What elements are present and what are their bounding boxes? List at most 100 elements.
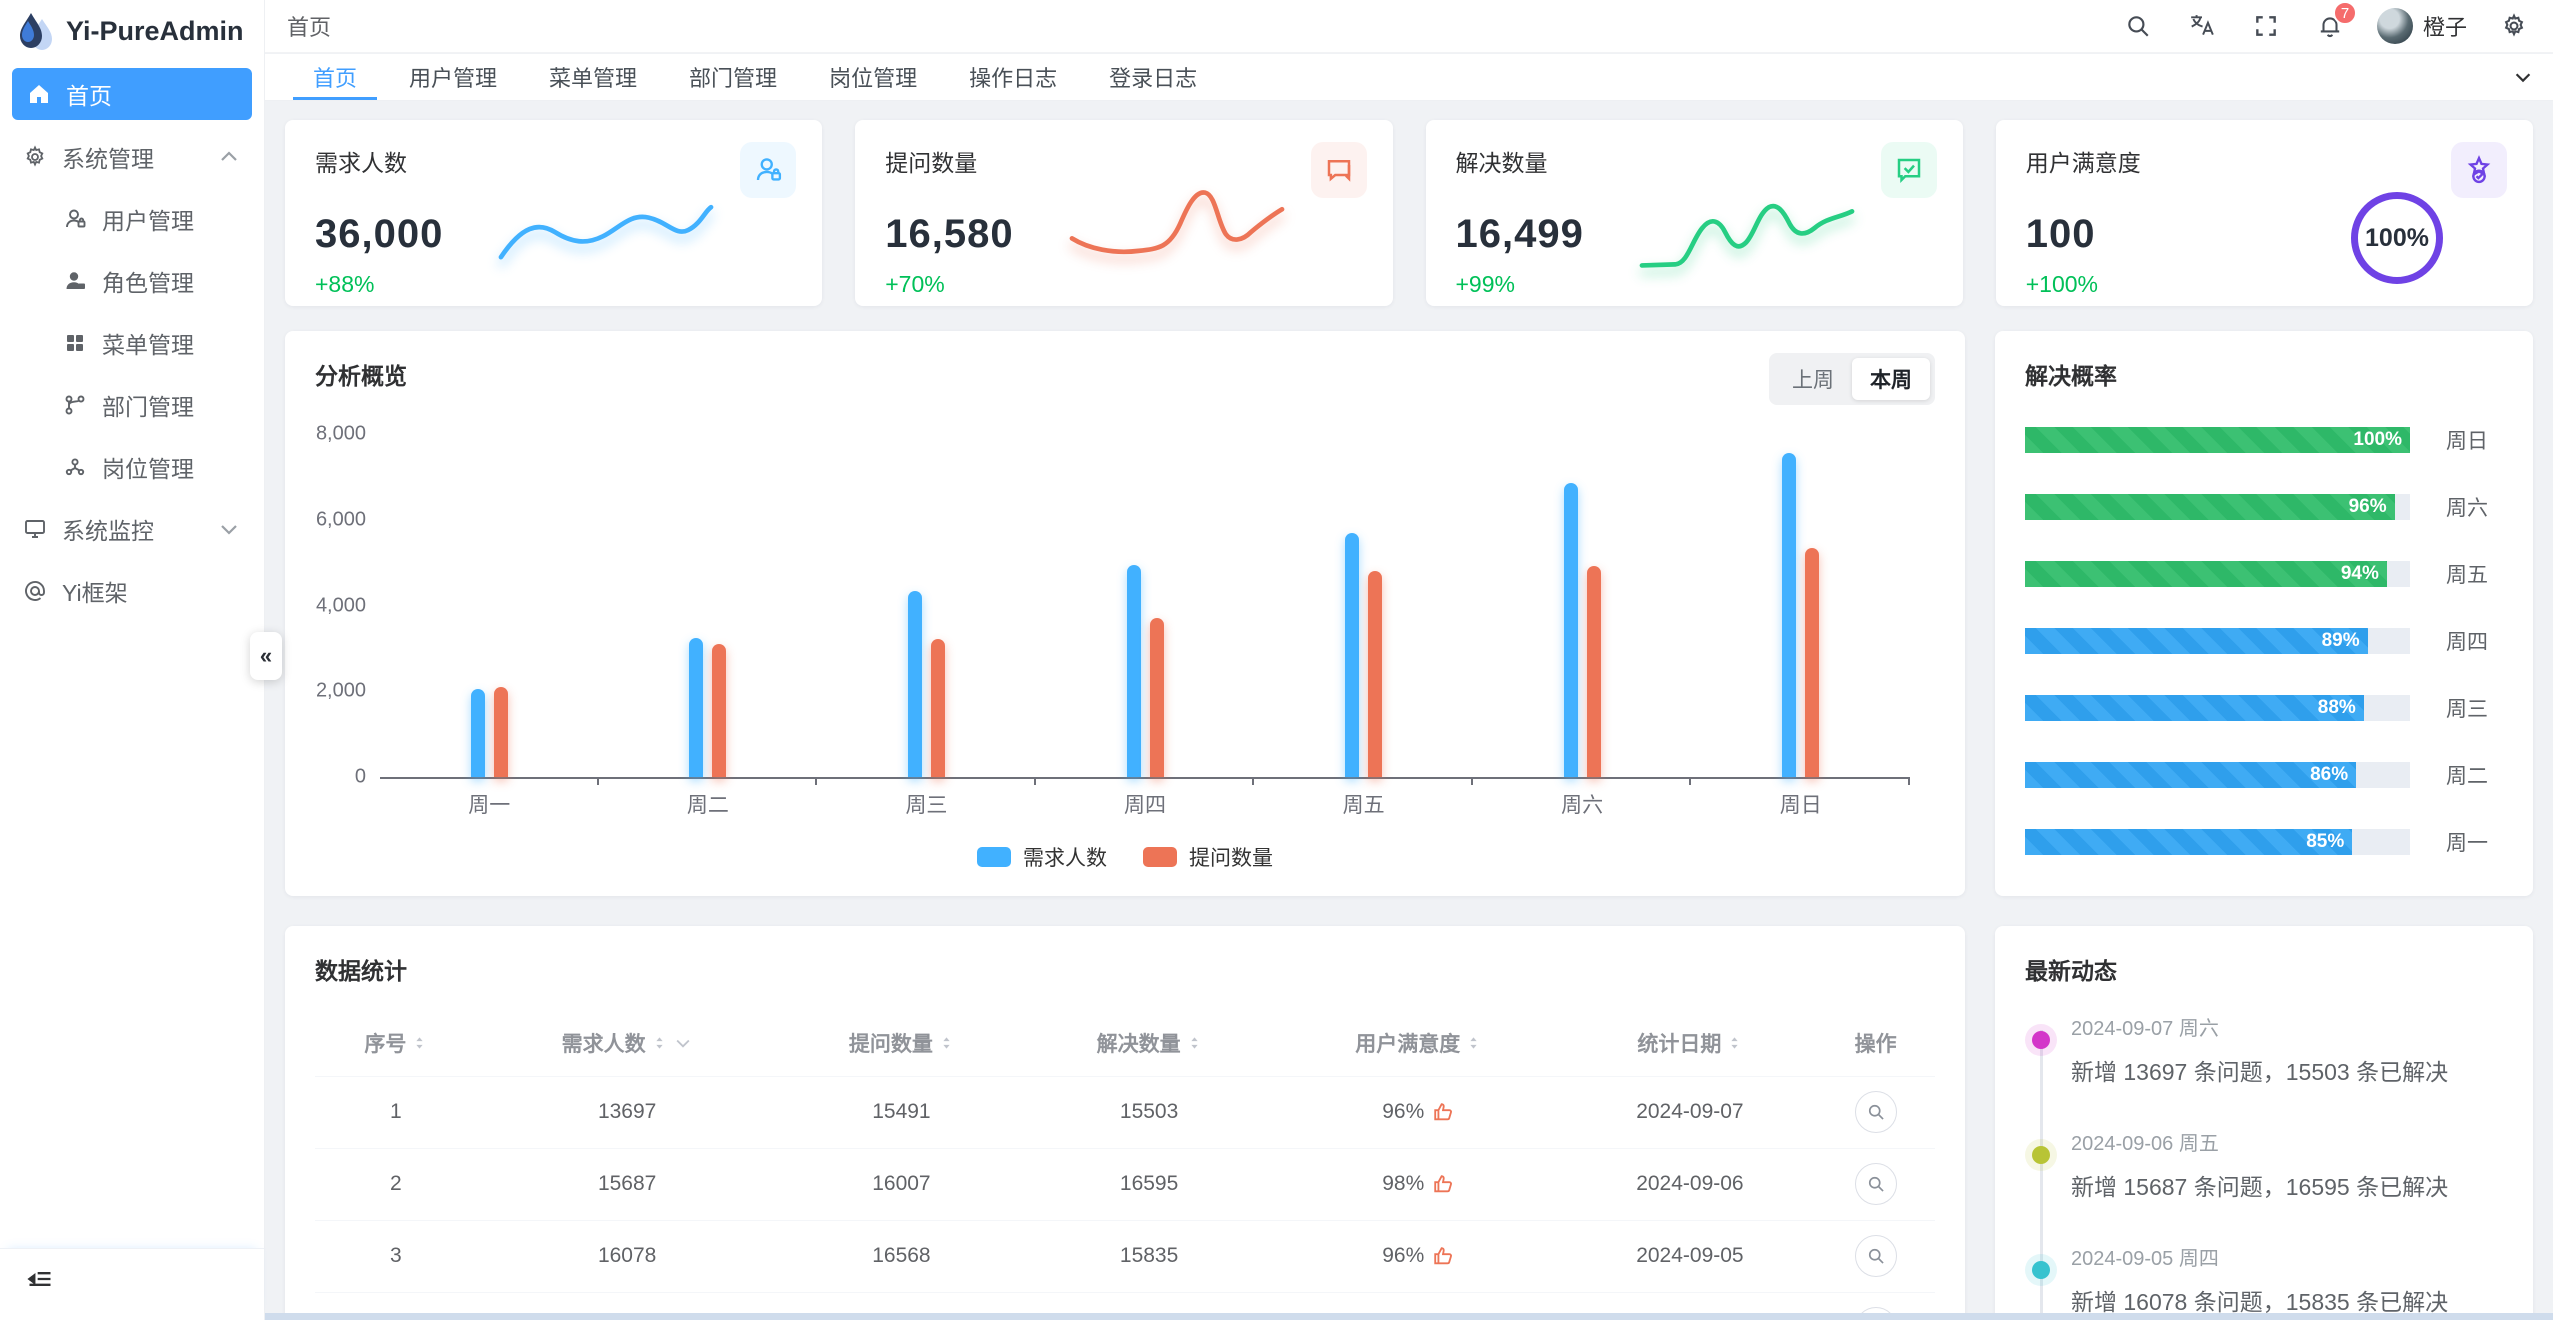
solve-rate-card: 解决概率 100% 周日 96% 周六 94% 周五 89% 周四 88% 周三…	[1995, 331, 2533, 896]
cell-satisfaction: 98%	[1382, 1172, 1454, 1196]
bar-提问数量-周日[interactable]	[1805, 547, 1820, 777]
solve-rate-row-周五: 94% 周五	[2025, 559, 2503, 589]
cell-satisfaction: 96%	[1382, 1244, 1454, 1268]
bar-需求人数-周三[interactable]	[907, 590, 922, 777]
thumbs-up-icon	[1432, 1245, 1454, 1267]
tab-部门管理[interactable]: 部门管理	[689, 66, 778, 91]
solve-rate-row-周六: 96% 周六	[2025, 492, 2503, 522]
user-menu[interactable]: 橙子	[2376, 8, 2467, 44]
view-detail-button[interactable]	[1854, 1091, 1897, 1133]
sort-caret-icon[interactable]	[1727, 1033, 1742, 1053]
sidebar-item-label: 岗位管理	[102, 456, 194, 482]
bar-提问数量-周五[interactable]	[1368, 571, 1383, 777]
toggle-本周[interactable]: 本周	[1852, 358, 1930, 400]
sidebar-item-部门管理[interactable]: 部门管理	[0, 374, 264, 436]
timeline-dot	[2025, 1024, 2057, 1056]
column-label: 需求人数	[561, 1033, 646, 1056]
sidebar-toggle-button[interactable]: «	[250, 632, 282, 680]
column-header-操作: 操作	[1816, 1010, 1935, 1077]
tab-登录日志[interactable]: 登录日志	[1109, 66, 1198, 91]
sidebar-menu: 系统管理 用户管理 角色管理 菜单管理 部门管理岗位管理系统监控 Yi框架	[0, 124, 264, 1248]
sparkline-chart	[426, 176, 786, 280]
sidebar-item-系统管理[interactable]: 系统管理	[0, 126, 264, 188]
bar-提问数量-周六[interactable]	[1586, 566, 1601, 777]
cell-questions: 15491	[777, 1076, 1026, 1149]
sidebar-item-home[interactable]: 首页	[12, 68, 252, 120]
stat-card-value: 100	[2025, 212, 2096, 256]
bar-需求人数-周一[interactable]	[470, 689, 485, 777]
column-header-统计日期[interactable]: 统计日期	[1564, 1010, 1817, 1077]
sidebar-item-Yi框架[interactable]: Yi框架	[0, 560, 264, 622]
filter-chevron-down-icon[interactable]	[673, 1033, 693, 1053]
cell-questions: 16568	[777, 1220, 1026, 1293]
timeline-text: 新增 16078 条问题，15835 条已解决	[2071, 1289, 2449, 1315]
sort-caret-icon[interactable]	[1187, 1033, 1202, 1053]
stat-card-delta: +99%	[1455, 271, 1515, 297]
column-header-解决数量[interactable]: 解决数量	[1025, 1010, 1273, 1077]
stat-card-delta: +88%	[315, 271, 375, 297]
sidebar-item-系统监控[interactable]: 系统监控	[0, 498, 264, 560]
topbar-actions: 7 橙子	[2121, 1, 2531, 44]
legend-item-需求人数[interactable]: 需求人数	[977, 842, 1107, 872]
tabs-chevron-down-icon[interactable]	[2493, 54, 2553, 100]
sidebar-item-用户管理[interactable]: 用户管理	[0, 188, 264, 250]
sidebar-item-岗位管理[interactable]: 岗位管理	[0, 436, 264, 498]
menu-grid-icon	[62, 330, 88, 356]
y-axis-tick: 0	[354, 765, 366, 788]
toggle-上周[interactable]: 上周	[1792, 369, 1834, 392]
sort-caret-icon[interactable]	[939, 1033, 954, 1053]
column-header-提问数量[interactable]: 提问数量	[778, 1010, 1026, 1077]
column-header-用户满意度[interactable]: 用户满意度	[1273, 1010, 1564, 1077]
bar-需求人数-周二[interactable]	[689, 637, 704, 777]
column-header-需求人数[interactable]: 需求人数	[477, 1010, 778, 1077]
sidebar-item-菜单管理[interactable]: 菜单管理	[0, 312, 264, 374]
solve-rate-row-周四: 89% 周四	[2025, 626, 2503, 656]
day-label: 周五	[2446, 564, 2488, 587]
x-axis-label: 周二	[686, 794, 729, 817]
column-label: 序号	[364, 1033, 407, 1056]
sidebar-item-label: 系统监控	[62, 518, 154, 544]
analysis-card: 分析概览 上周 本周 8,000 6,000 4,000 2,000 0 周一 周二 周三 周四…	[285, 331, 1965, 896]
timeline-date: 2024-09-07 周六	[2071, 1018, 2219, 1040]
bar-提问数量-周一[interactable]	[493, 686, 508, 777]
tab-操作日志[interactable]: 操作日志	[969, 66, 1058, 91]
sort-caret-icon[interactable]	[1466, 1033, 1481, 1053]
sort-caret-icon[interactable]	[652, 1033, 667, 1053]
bar-需求人数-周日[interactable]	[1782, 453, 1797, 777]
view-detail-button[interactable]	[1854, 1163, 1897, 1205]
tab-岗位管理[interactable]: 岗位管理	[829, 66, 918, 91]
bar-group-周一	[380, 434, 599, 785]
solve-rate-row-周一: 85% 周一	[2025, 827, 2503, 857]
monitor-icon	[22, 516, 48, 542]
bar-提问数量-周二[interactable]	[712, 644, 727, 777]
stat-card-delta: +100%	[2025, 271, 2099, 297]
sidebar-item-角色管理[interactable]: 角色管理	[0, 250, 264, 312]
translate-icon[interactable]	[2185, 9, 2219, 43]
legend-item-提问数量[interactable]: 提问数量	[1143, 842, 1273, 872]
horizontal-scrollbar[interactable]	[0, 1313, 2553, 1320]
x-axis-label: 周一	[468, 794, 511, 817]
settings-icon[interactable]	[2497, 9, 2531, 43]
tab-用户管理[interactable]: 用户管理	[409, 66, 498, 91]
topbar: 首页 7	[265, 0, 2553, 53]
bell-icon[interactable]: 7	[2313, 1, 2357, 43]
search-icon[interactable]	[2121, 9, 2155, 43]
stat-cards-row: 需求人数 36,000 +88% 提问数量 16,580 +70% 解决数量 1…	[285, 120, 2533, 306]
x-axis-label: 周日	[1779, 794, 1822, 817]
tab-菜单管理[interactable]: 菜单管理	[549, 66, 638, 91]
sort-caret-icon[interactable]	[412, 1033, 427, 1053]
bar-group-周二	[599, 434, 818, 785]
bar-需求人数-周六[interactable]	[1563, 483, 1578, 777]
sidebar-collapse-icon[interactable]	[26, 1272, 54, 1297]
bar-提问数量-周三[interactable]	[930, 638, 945, 777]
tab-首页[interactable]: 首页	[287, 54, 383, 100]
column-header-序号[interactable]: 序号	[315, 1010, 477, 1077]
bar-需求人数-周五[interactable]	[1345, 532, 1360, 777]
bar-需求人数-周四[interactable]	[1126, 564, 1141, 777]
bar-提问数量-周四[interactable]	[1149, 617, 1164, 777]
sidebar-item-label: Yi框架	[62, 580, 128, 606]
gear-icon	[22, 144, 48, 170]
view-detail-button[interactable]	[1854, 1235, 1897, 1277]
fullscreen-icon[interactable]	[2249, 9, 2283, 43]
logo[interactable]: Yi-PureAdmin	[0, 0, 264, 62]
